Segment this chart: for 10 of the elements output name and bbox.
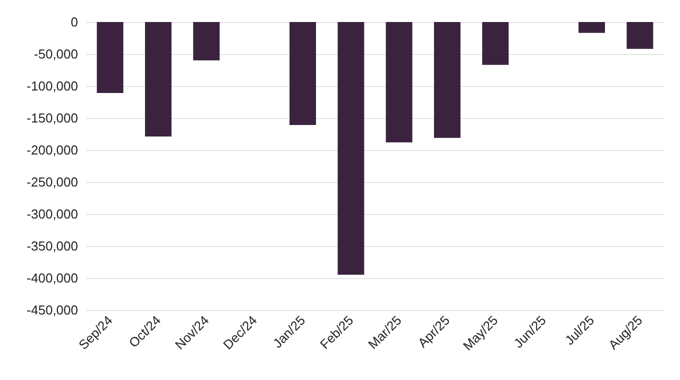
- y-tick-label: -100,000: [26, 78, 78, 94]
- y-tick-label: -400,000: [26, 270, 78, 286]
- y-tick-label: -50,000: [34, 46, 78, 62]
- y-tick-label: -350,000: [26, 238, 78, 254]
- y-tick-label: -150,000: [26, 110, 78, 126]
- y-tick-label: -200,000: [26, 142, 78, 158]
- y-tick-label: -300,000: [26, 206, 78, 222]
- y-tick-label: -250,000: [26, 174, 78, 190]
- y-tick-label: -450,000: [26, 302, 78, 318]
- y-tick-label: 0: [70, 14, 78, 30]
